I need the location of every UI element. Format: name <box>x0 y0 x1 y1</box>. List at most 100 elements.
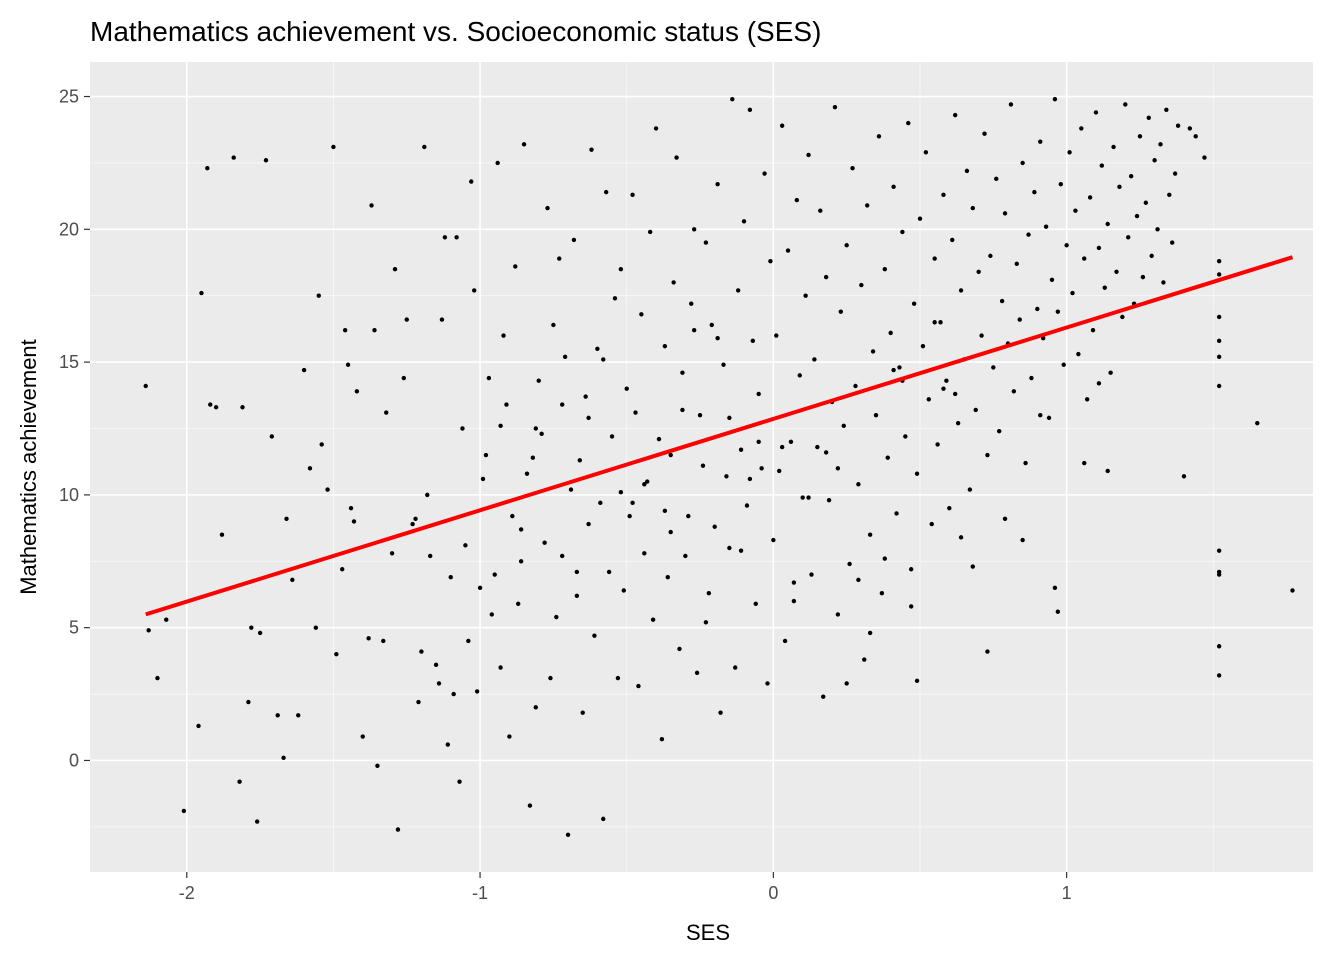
data-point <box>325 487 330 492</box>
data-point <box>483 452 489 458</box>
data-point <box>709 322 714 328</box>
data-point <box>697 413 703 418</box>
data-point <box>439 317 445 322</box>
data-point <box>254 819 260 824</box>
data-point <box>636 683 641 689</box>
data-point <box>240 405 245 410</box>
major-gridlines <box>90 62 1313 872</box>
x-axis: -2 -1 0 1 <box>179 872 1072 903</box>
data-point <box>1216 258 1222 264</box>
data-point <box>926 397 931 402</box>
data-point <box>677 646 682 652</box>
data-point <box>1134 213 1140 219</box>
data-point <box>885 455 890 460</box>
data-point <box>680 370 685 375</box>
data-point <box>284 516 289 521</box>
data-point <box>988 253 993 259</box>
data-point <box>589 147 594 152</box>
data-point <box>472 288 477 293</box>
data-point <box>296 713 301 718</box>
data-point <box>850 166 855 171</box>
data-point <box>1029 375 1034 381</box>
data-point <box>1023 460 1028 466</box>
data-point <box>991 365 996 370</box>
data-point <box>835 612 841 617</box>
data-point <box>867 532 873 537</box>
data-point <box>422 144 427 150</box>
data-point <box>647 229 653 235</box>
data-point <box>518 559 524 564</box>
data-point <box>1096 381 1102 386</box>
data-point <box>668 529 673 535</box>
data-point <box>1155 227 1160 232</box>
data-point <box>856 482 861 487</box>
data-point <box>1084 397 1090 402</box>
data-point <box>1149 253 1154 259</box>
data-point <box>554 614 559 620</box>
data-point <box>381 638 386 644</box>
data-point <box>354 389 360 394</box>
data-point <box>791 580 797 585</box>
data-point <box>888 330 893 336</box>
data-point <box>598 500 603 506</box>
data-point <box>1038 413 1043 418</box>
data-point <box>542 540 547 545</box>
data-point <box>768 258 773 264</box>
data-point <box>1216 644 1222 649</box>
data-point <box>823 274 829 280</box>
data-point <box>164 617 169 622</box>
data-point <box>955 420 961 426</box>
y-tick-label: 10 <box>59 485 79 505</box>
y-tick-label: 5 <box>69 618 79 638</box>
data-point <box>1043 224 1049 229</box>
data-point <box>689 301 694 306</box>
data-point <box>944 378 949 383</box>
data-point <box>1216 548 1222 553</box>
data-point <box>451 691 456 697</box>
data-point <box>442 235 448 240</box>
data-point <box>1008 102 1014 107</box>
data-point <box>445 742 451 747</box>
data-point <box>929 521 934 527</box>
data-point <box>733 665 738 670</box>
data-point <box>750 338 756 344</box>
data-point <box>867 630 873 636</box>
data-point <box>835 466 841 471</box>
data-point <box>691 227 697 232</box>
data-point <box>894 511 899 516</box>
data-point <box>882 556 888 561</box>
data-point <box>1026 232 1031 237</box>
data-point <box>498 423 503 429</box>
data-point <box>865 203 870 208</box>
data-point <box>360 734 365 739</box>
data-point <box>319 442 324 447</box>
data-point <box>1038 139 1043 144</box>
data-point <box>583 394 588 399</box>
data-point <box>501 333 506 338</box>
data-point <box>574 593 580 599</box>
data-point <box>627 513 632 519</box>
data-point <box>774 333 779 338</box>
data-point <box>762 171 767 176</box>
data-point <box>524 471 530 476</box>
data-point <box>876 134 882 139</box>
data-point <box>334 652 339 657</box>
data-point <box>545 205 550 211</box>
x-tick-label: -2 <box>179 883 195 903</box>
data-point <box>914 471 920 476</box>
data-point <box>950 237 955 243</box>
data-point <box>606 569 612 575</box>
data-point <box>342 328 348 333</box>
data-point <box>985 452 990 458</box>
data-point <box>1064 243 1069 248</box>
data-point <box>700 463 706 468</box>
data-point <box>249 625 254 630</box>
data-point <box>486 375 492 381</box>
data-point <box>433 662 439 668</box>
data-point <box>213 405 219 410</box>
data-point <box>1216 673 1222 678</box>
data-point <box>389 551 395 556</box>
data-point <box>275 713 280 718</box>
data-point <box>269 434 275 439</box>
data-point <box>862 657 867 662</box>
